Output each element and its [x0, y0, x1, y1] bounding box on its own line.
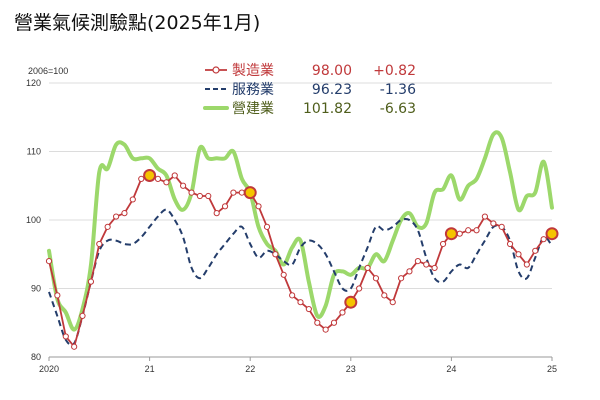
x-tick-label: 2020 [39, 364, 59, 374]
series-1-point [523, 261, 530, 268]
x-tick-label: 21 [145, 364, 155, 374]
x-tick-label: 24 [446, 364, 456, 374]
x-tick-label: 22 [245, 364, 255, 374]
series-1-point [45, 258, 53, 265]
series-1-point [364, 264, 371, 272]
series-1-highlight-point [545, 227, 559, 241]
series-1-point [439, 240, 447, 248]
series-1-point [138, 175, 145, 182]
series-1-point [465, 227, 472, 234]
y-tick-label: 110 [27, 147, 41, 157]
series-1-highlight-point [344, 295, 358, 309]
series-1-point [255, 203, 262, 210]
series-1-point [314, 319, 321, 326]
series-1-point [423, 261, 430, 268]
series-1-point [406, 268, 413, 275]
legend-series-2-latest-value: 96.23 [312, 82, 352, 98]
series-1-point [196, 192, 203, 200]
series-1-point [372, 275, 380, 282]
series-1-highlight-point [243, 186, 257, 200]
axes: 2006=100 80 90 100 110 120 2020 21 22 23 24 25 [26, 66, 557, 374]
series-1-point [179, 182, 187, 189]
series-1-point [230, 189, 237, 196]
series-1-point [473, 227, 480, 234]
chart-title: 營業氣候測驗點(2025年1月) [14, 12, 261, 34]
series-1-point [104, 223, 111, 230]
series-1-point [263, 223, 271, 230]
series-1-point [381, 292, 388, 299]
series-lines [45, 130, 559, 350]
series-1-point [515, 251, 522, 258]
series-1-point [506, 240, 514, 248]
legend-series-2-change: -1.36 [380, 82, 416, 98]
series-1-point [540, 236, 547, 243]
series-1-point [322, 326, 329, 333]
legend-series-3-name: 營建業 [232, 101, 274, 117]
series-1-point [289, 292, 296, 299]
legend: 製造業 98.00 +0.82 服務業 96.23 -1.36 營建業 101.82 -6.63 [203, 63, 416, 117]
legend-series-1-marker [212, 66, 220, 74]
series-1-point [238, 189, 245, 196]
series-1-point [330, 319, 338, 326]
series-1-point [272, 251, 279, 258]
legend-series-1-latest-value: 98.00 [312, 63, 352, 79]
series-1-line [48, 174, 553, 348]
series-1-point [154, 175, 162, 182]
series-1-point [163, 179, 170, 186]
y-tick-label: 100 [26, 215, 41, 225]
legend-series-1-change: +0.82 [373, 63, 416, 79]
series-1-point [339, 309, 346, 316]
y-tick-label: 90 [31, 284, 41, 294]
series-1-point [431, 264, 438, 272]
y-tick-label: 80 [31, 352, 41, 362]
series-1-point [213, 210, 220, 217]
x-tick-label: 25 [547, 364, 557, 374]
series-2-line [48, 208, 553, 347]
series-1-point [305, 305, 312, 313]
series-1-point [121, 210, 128, 217]
y-tick-label: 120 [26, 78, 41, 88]
series-1-point [456, 230, 463, 237]
series-1-point [113, 213, 120, 220]
series-1-point [71, 343, 78, 350]
legend-series-1-name: 製造業 [232, 63, 274, 79]
series-3-line [47, 130, 554, 332]
series-1-point [171, 172, 178, 179]
series-1-point [498, 223, 505, 230]
legend-series-3-change: -6.63 [380, 101, 416, 117]
legend-series-3-latest-value: 101.82 [303, 101, 352, 117]
unit-label: 2006=100 [28, 66, 68, 76]
series-1-point [532, 247, 539, 254]
gridlines [49, 82, 552, 289]
series-1-point [356, 285, 363, 292]
series-1-point [398, 275, 405, 282]
series-1-point [414, 258, 422, 265]
series-1-point [129, 196, 136, 203]
series-1-point [389, 299, 396, 306]
series-1-point [205, 192, 212, 200]
series-1-point [188, 189, 195, 196]
series-1-point [62, 333, 69, 340]
series-1-point [54, 292, 61, 299]
series-1-point [96, 240, 103, 248]
series-1-point [79, 312, 86, 319]
series-1-point [297, 299, 304, 306]
series-1-highlight-point [143, 168, 157, 182]
series-1-point [221, 203, 229, 210]
x-tick-label: 23 [346, 364, 356, 374]
legend-series-2-name: 服務業 [232, 82, 274, 98]
series-1-point [280, 271, 287, 278]
series-1-point [87, 278, 95, 285]
series-1-highlight-point [444, 227, 458, 241]
series-1-point [481, 213, 488, 220]
series-1-point [490, 220, 497, 227]
